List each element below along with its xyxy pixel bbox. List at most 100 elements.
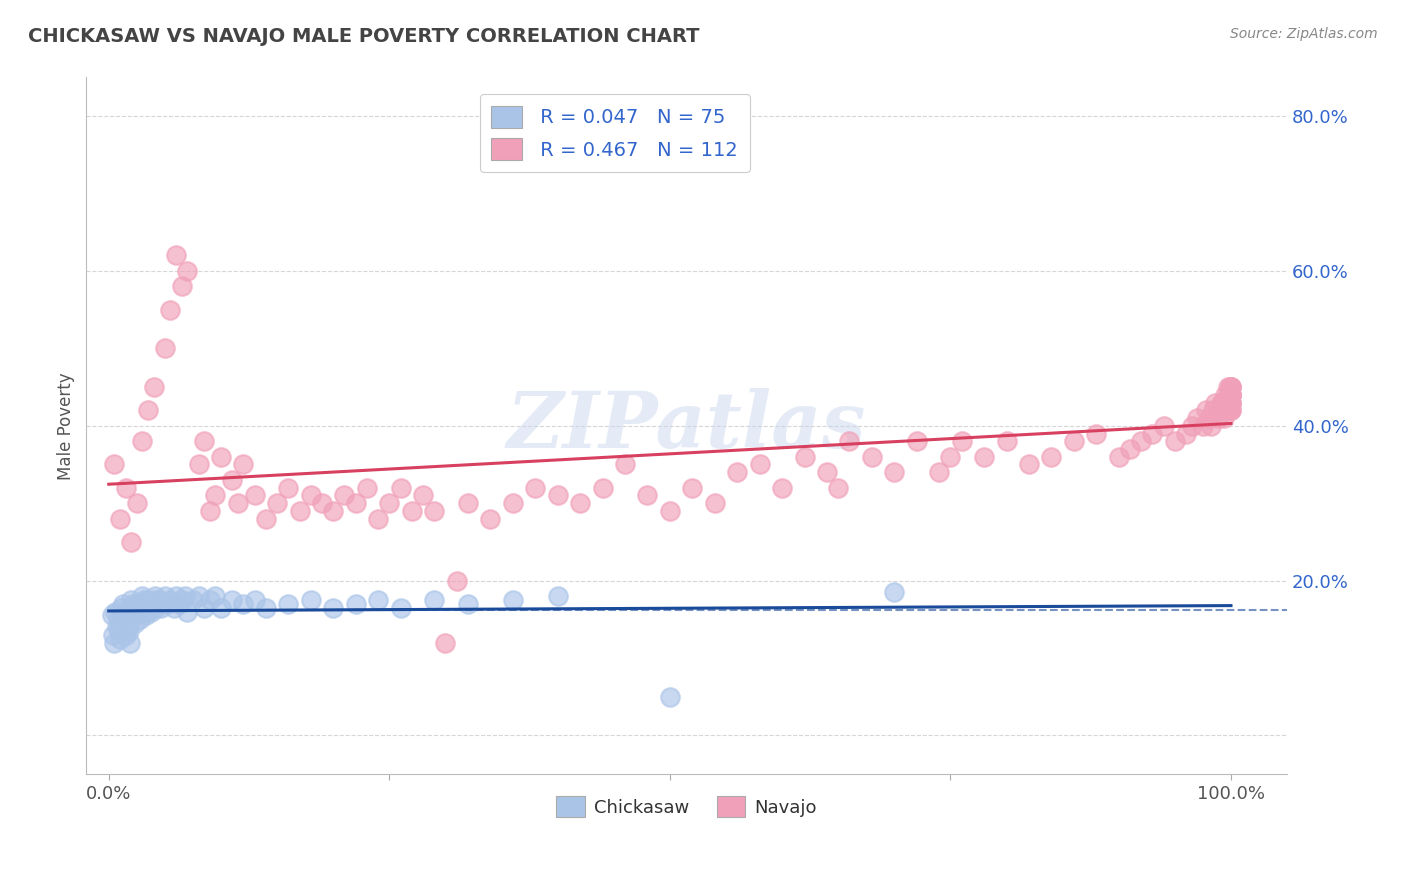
Point <box>120 635 142 649</box>
Point <box>209 600 232 615</box>
Point <box>193 600 215 615</box>
Point <box>569 496 592 510</box>
Point <box>105 620 128 634</box>
Point <box>1108 450 1130 464</box>
Text: ZIPatlas: ZIPatlas <box>508 387 866 464</box>
Point <box>132 593 155 607</box>
Point <box>1220 395 1243 409</box>
Point <box>389 481 412 495</box>
Point <box>193 434 215 449</box>
Point <box>524 481 547 495</box>
Point <box>1040 450 1063 464</box>
Point <box>883 585 905 599</box>
Point <box>770 481 793 495</box>
Point <box>1153 418 1175 433</box>
Point <box>547 488 569 502</box>
Point <box>114 605 136 619</box>
Point <box>1018 458 1040 472</box>
Point <box>725 465 748 479</box>
Point <box>142 380 165 394</box>
Point <box>322 504 344 518</box>
Point <box>176 264 198 278</box>
Point <box>378 496 401 510</box>
Point <box>135 593 157 607</box>
Point <box>138 597 160 611</box>
Point <box>1130 434 1153 449</box>
Point <box>209 450 232 464</box>
Point <box>1164 434 1187 449</box>
Point <box>457 597 479 611</box>
Point <box>134 605 156 619</box>
Point <box>1220 388 1243 402</box>
Point <box>120 593 142 607</box>
Point <box>793 450 815 464</box>
Point <box>401 504 423 518</box>
Point <box>344 597 367 611</box>
Point <box>204 589 226 603</box>
Point <box>198 504 221 518</box>
Point <box>815 465 838 479</box>
Point <box>117 620 139 634</box>
Point <box>905 434 928 449</box>
Point <box>1218 395 1240 409</box>
Point <box>827 481 849 495</box>
Point <box>159 593 181 607</box>
Point <box>883 465 905 479</box>
Point <box>163 600 186 615</box>
Point <box>170 279 193 293</box>
Point <box>108 616 131 631</box>
Point <box>221 593 243 607</box>
Point <box>446 574 468 588</box>
Point <box>1063 434 1085 449</box>
Point <box>1206 411 1229 425</box>
Point <box>125 496 148 510</box>
Point <box>658 690 681 704</box>
Point <box>928 465 950 479</box>
Point <box>136 600 159 615</box>
Point <box>1218 403 1240 417</box>
Point <box>299 488 322 502</box>
Point <box>658 504 681 518</box>
Point <box>1216 380 1239 394</box>
Point <box>288 504 311 518</box>
Point <box>108 511 131 525</box>
Point <box>254 600 277 615</box>
Point <box>1213 411 1236 425</box>
Point <box>198 593 221 607</box>
Point <box>277 597 299 611</box>
Point <box>101 608 124 623</box>
Point <box>254 511 277 525</box>
Point <box>108 624 131 638</box>
Point <box>110 600 132 615</box>
Point <box>1211 403 1233 417</box>
Point <box>181 593 204 607</box>
Point <box>121 608 143 623</box>
Point <box>1219 388 1241 402</box>
Point <box>502 496 524 510</box>
Y-axis label: Male Poverty: Male Poverty <box>58 372 75 480</box>
Point <box>277 481 299 495</box>
Legend: Chickasaw, Navajo: Chickasaw, Navajo <box>550 789 824 824</box>
Point <box>1209 403 1232 417</box>
Point <box>131 434 153 449</box>
Point <box>1215 388 1237 402</box>
Point <box>423 593 446 607</box>
Point <box>1187 411 1209 425</box>
Point <box>120 535 142 549</box>
Point <box>389 600 412 615</box>
Point <box>344 496 367 510</box>
Point <box>187 589 209 603</box>
Point <box>1220 388 1243 402</box>
Point <box>412 488 434 502</box>
Point <box>703 496 725 510</box>
Point <box>118 624 141 638</box>
Point <box>1175 426 1198 441</box>
Point <box>148 593 170 607</box>
Point <box>1220 403 1243 417</box>
Point <box>1181 418 1204 433</box>
Point <box>613 458 636 472</box>
Text: Source: ZipAtlas.com: Source: ZipAtlas.com <box>1230 27 1378 41</box>
Point <box>232 458 254 472</box>
Point <box>299 593 322 607</box>
Point <box>108 632 131 646</box>
